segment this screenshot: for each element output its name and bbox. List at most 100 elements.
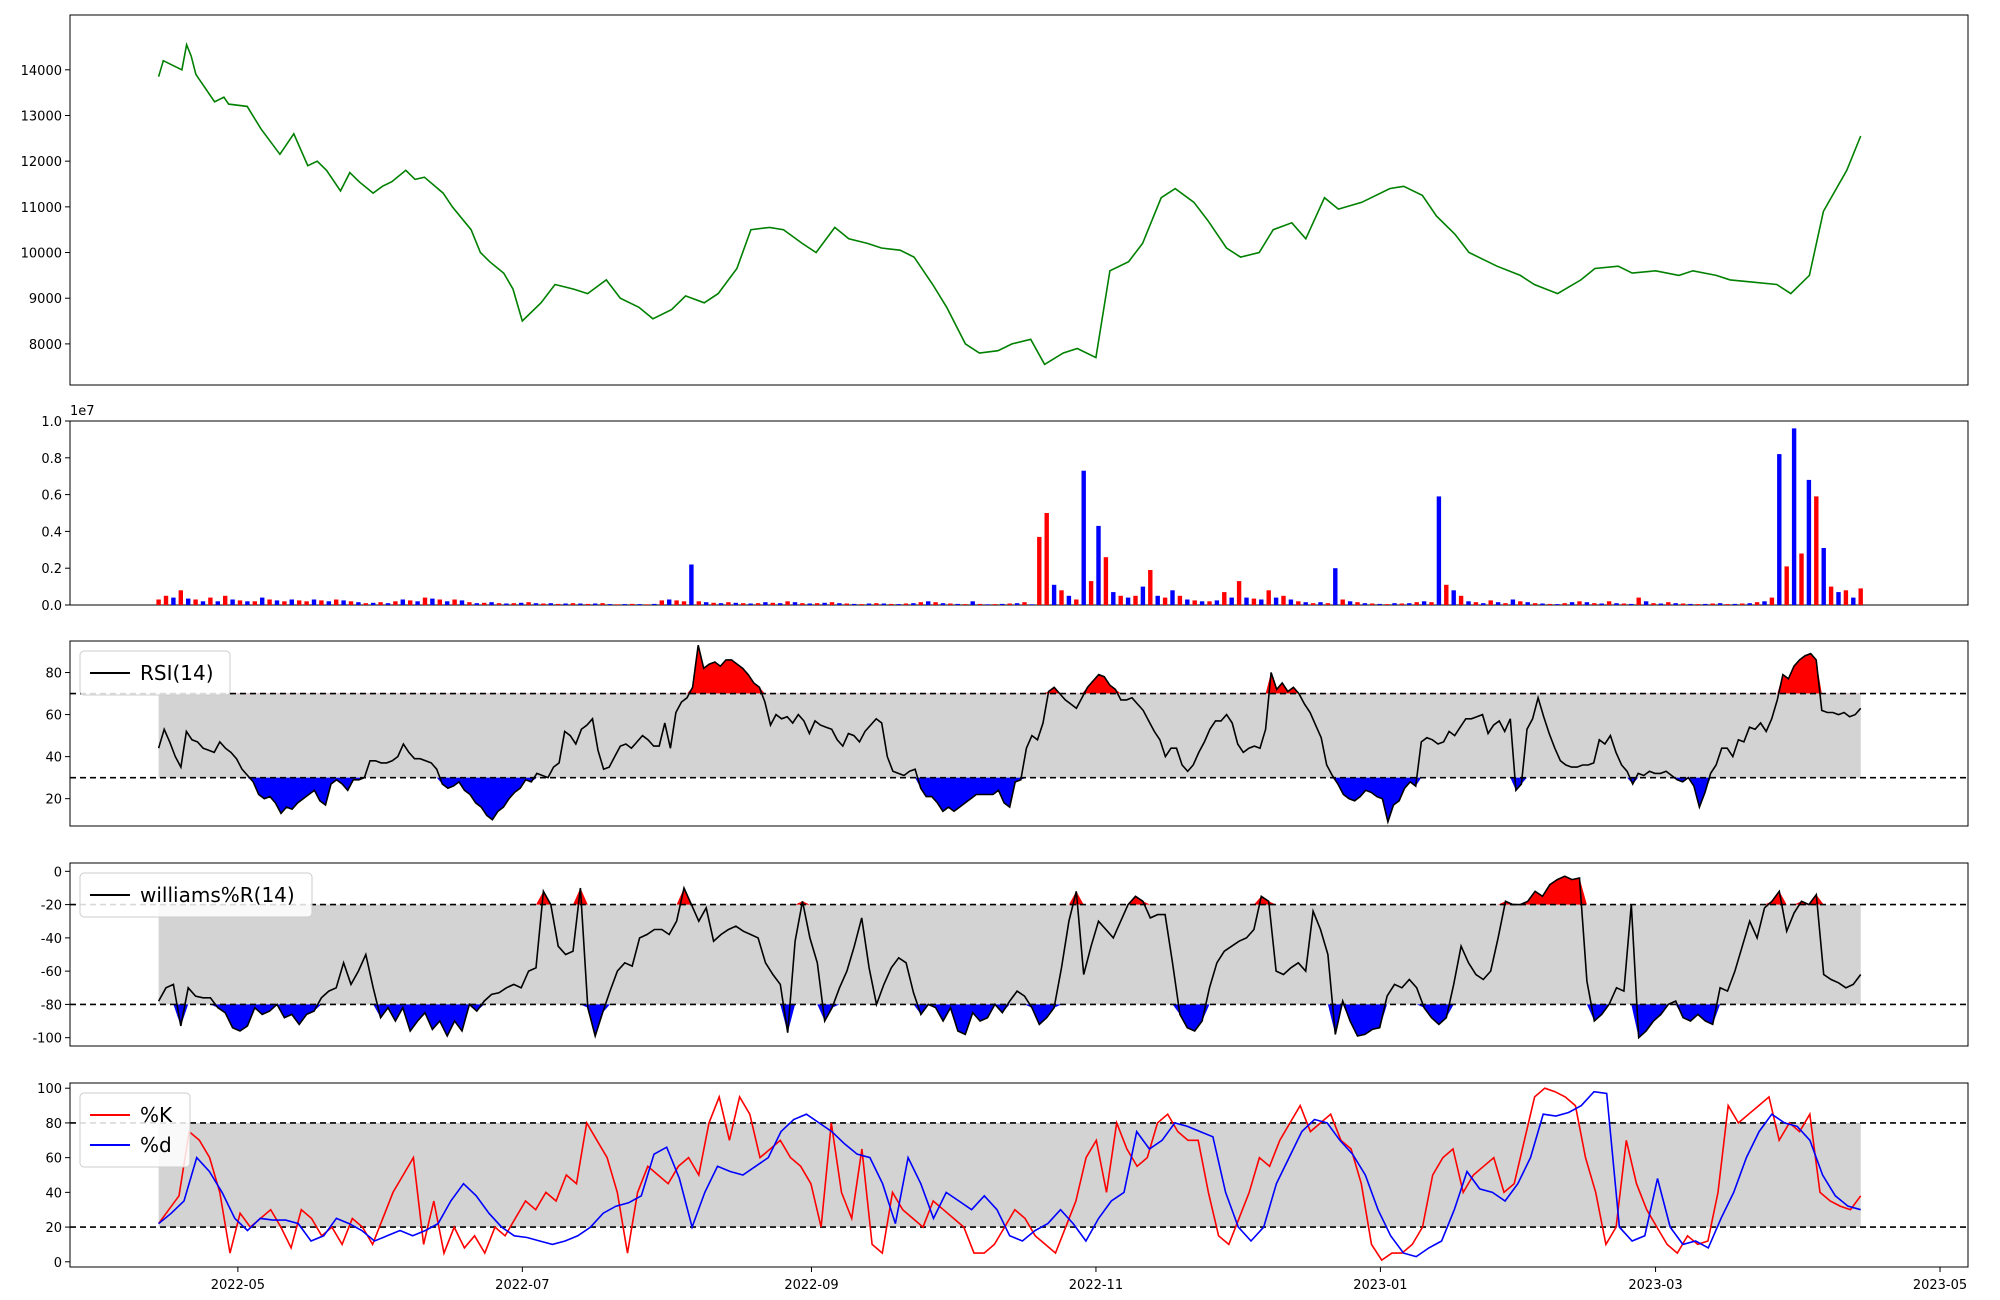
y-tick-label: 100: [37, 1082, 62, 1097]
volume-bar: [171, 597, 176, 605]
volume-bar: [1769, 597, 1775, 605]
volume-bar: [267, 599, 272, 605]
volume-bar: [1185, 599, 1190, 605]
volume-bar: [1458, 595, 1464, 605]
volume-bar: [1614, 603, 1619, 605]
volume-bar: [1222, 592, 1227, 605]
volume-bar: [1155, 595, 1160, 605]
volume-bar: [1236, 581, 1242, 605]
volume-bar: [1436, 496, 1442, 605]
volume-bar: [1192, 600, 1197, 605]
volume-bar: [496, 603, 502, 605]
volume-bar: [223, 595, 228, 605]
volume-bar: [955, 603, 960, 605]
neutral-band: [158, 904, 1861, 1005]
volume-bar: [326, 601, 331, 605]
y-tick-label: -20: [41, 899, 62, 914]
volume-bar: [741, 603, 746, 605]
volume-bar: [1673, 603, 1678, 605]
y-tick-label: 8000: [29, 338, 62, 353]
volume-bar: [992, 604, 998, 605]
volume-bar: [208, 597, 213, 605]
volume-bar: [1199, 601, 1205, 605]
williams-line: [157, 875, 1862, 1040]
volume-bar: [230, 599, 235, 605]
volume-bar: [1370, 603, 1375, 605]
volume-bar: [1288, 599, 1294, 605]
y-tick-label: 20: [45, 1221, 62, 1236]
volume-bar: [615, 604, 620, 605]
y-tick-label: 40: [45, 751, 62, 766]
y-tick-label: 1.0: [41, 415, 62, 430]
legend-label: %K: [140, 1103, 173, 1127]
volume-bar: [334, 599, 339, 605]
volume-bar: [1296, 601, 1301, 605]
volume-bar: [304, 601, 309, 605]
volume-bar: [1466, 601, 1471, 605]
volume-bar: [1029, 604, 1035, 605]
volume-bar: [1140, 586, 1146, 605]
volume-bar: [748, 603, 753, 605]
volume-bar: [1451, 590, 1456, 605]
volume-bar: [903, 603, 909, 605]
y-tick-label: 0.2: [41, 562, 62, 577]
volume-multiplier: 1e7: [70, 404, 95, 419]
volume-bar: [1281, 595, 1286, 605]
legend-box: [79, 1092, 191, 1168]
x-tick-label: 2023-05: [1913, 1278, 1967, 1293]
volume-bar: [1636, 597, 1641, 605]
volume-bar: [800, 603, 805, 605]
volume-bar: [1821, 548, 1826, 605]
x-tick-label: 2023-03: [1628, 1278, 1682, 1293]
volume-bar: [755, 603, 761, 605]
volume-bar: [1732, 603, 1738, 605]
volume-panel: 0.0 0.2 0.4 0.6 0.8 1.0 1e7: [41, 404, 1969, 614]
volume-bar: [637, 604, 642, 605]
volume-bar: [511, 603, 516, 605]
volume-bar: [1569, 602, 1575, 605]
volume-bar: [852, 603, 857, 605]
volume-bar: [371, 602, 376, 605]
volume-bar: [1695, 604, 1701, 605]
volume-bar: [889, 603, 894, 605]
volume-bar: [1621, 603, 1627, 605]
volume-bar: [1014, 603, 1020, 605]
shared-x-axis: 2022-05 2022-07 2022-09 2022-11 2023-01 2023-…: [211, 1267, 1967, 1293]
overbought-fill: [158, 645, 1861, 694]
volume-bar: [1518, 601, 1523, 605]
volume-bar: [1244, 597, 1249, 605]
volume-bar: [1177, 595, 1183, 605]
oversold-fill: [158, 777, 1861, 822]
y-tick-label: -100: [32, 1032, 62, 1047]
volume-bar: [674, 600, 679, 605]
y-tick-label: 20: [45, 793, 62, 808]
volume-bar: [1429, 602, 1434, 605]
volume-bar: [1488, 600, 1493, 605]
volume-bar: [667, 599, 672, 605]
volume-bar: [1214, 600, 1220, 605]
volume-bar: [1540, 603, 1545, 605]
volume-bar: [896, 604, 901, 605]
volume-bar: [822, 602, 827, 605]
volume-bar: [1051, 584, 1057, 605]
volume-bar: [341, 600, 346, 605]
y-tick-label: 0: [54, 865, 62, 880]
volume-bar: [186, 598, 191, 605]
volume-bar: [289, 599, 294, 605]
volume-bar: [1592, 603, 1597, 605]
volume-bar: [393, 601, 398, 605]
volume-bar: [837, 603, 842, 605]
volume-bar: [1399, 603, 1405, 605]
volume-bar: [1814, 496, 1819, 605]
volume-bar: [630, 603, 635, 605]
volume-bar: [948, 603, 953, 605]
x-tick-label: 2022-09: [784, 1278, 838, 1293]
volume-bar: [1688, 603, 1693, 605]
volume-bar: [252, 601, 257, 605]
volume-bar: [1555, 604, 1560, 605]
volume-bar: [681, 601, 687, 605]
overbought-fill: [158, 876, 1861, 905]
axes-frame: [69, 640, 1969, 827]
y-tick-label: 0.0: [41, 599, 62, 614]
